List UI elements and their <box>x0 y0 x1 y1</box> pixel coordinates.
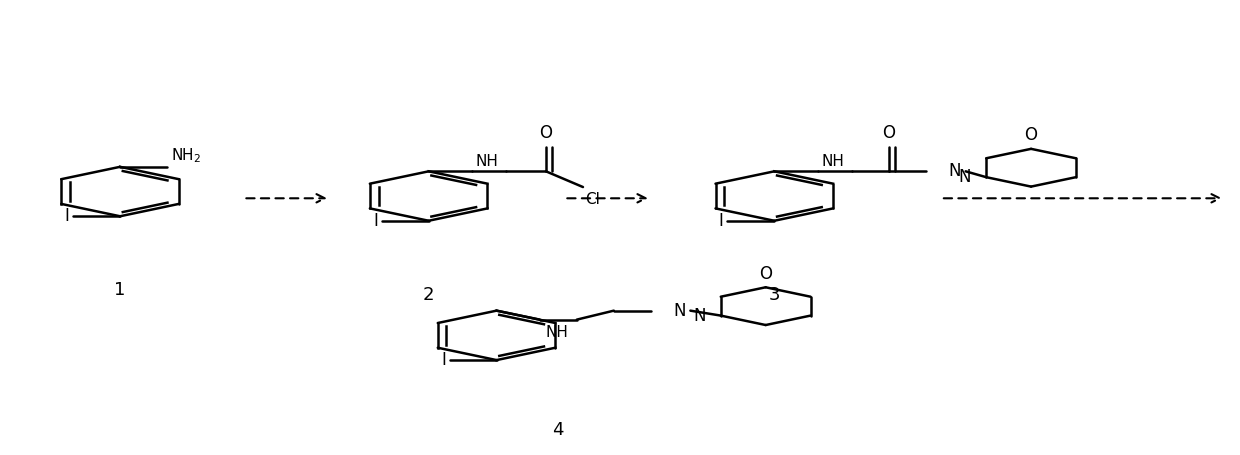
Text: O: O <box>539 124 553 142</box>
Text: I: I <box>441 351 446 369</box>
Text: NH$_2$: NH$_2$ <box>171 146 201 165</box>
Text: N: N <box>693 307 706 324</box>
Text: NH: NH <box>821 154 844 169</box>
Text: O: O <box>883 124 895 142</box>
Text: I: I <box>64 207 69 225</box>
Text: Cl: Cl <box>585 192 600 207</box>
Text: O: O <box>1024 126 1038 144</box>
Text: I: I <box>373 212 378 230</box>
Text: N: N <box>959 168 971 186</box>
Text: O: O <box>759 265 773 283</box>
Text: NH: NH <box>476 154 498 169</box>
Text: NH: NH <box>546 325 569 340</box>
Text: N: N <box>949 162 961 180</box>
Text: I: I <box>719 212 724 230</box>
Text: 1: 1 <box>114 282 125 299</box>
Text: 4: 4 <box>553 421 564 439</box>
Text: 2: 2 <box>423 286 434 304</box>
Text: 3: 3 <box>769 286 780 304</box>
Text: N: N <box>673 302 686 320</box>
